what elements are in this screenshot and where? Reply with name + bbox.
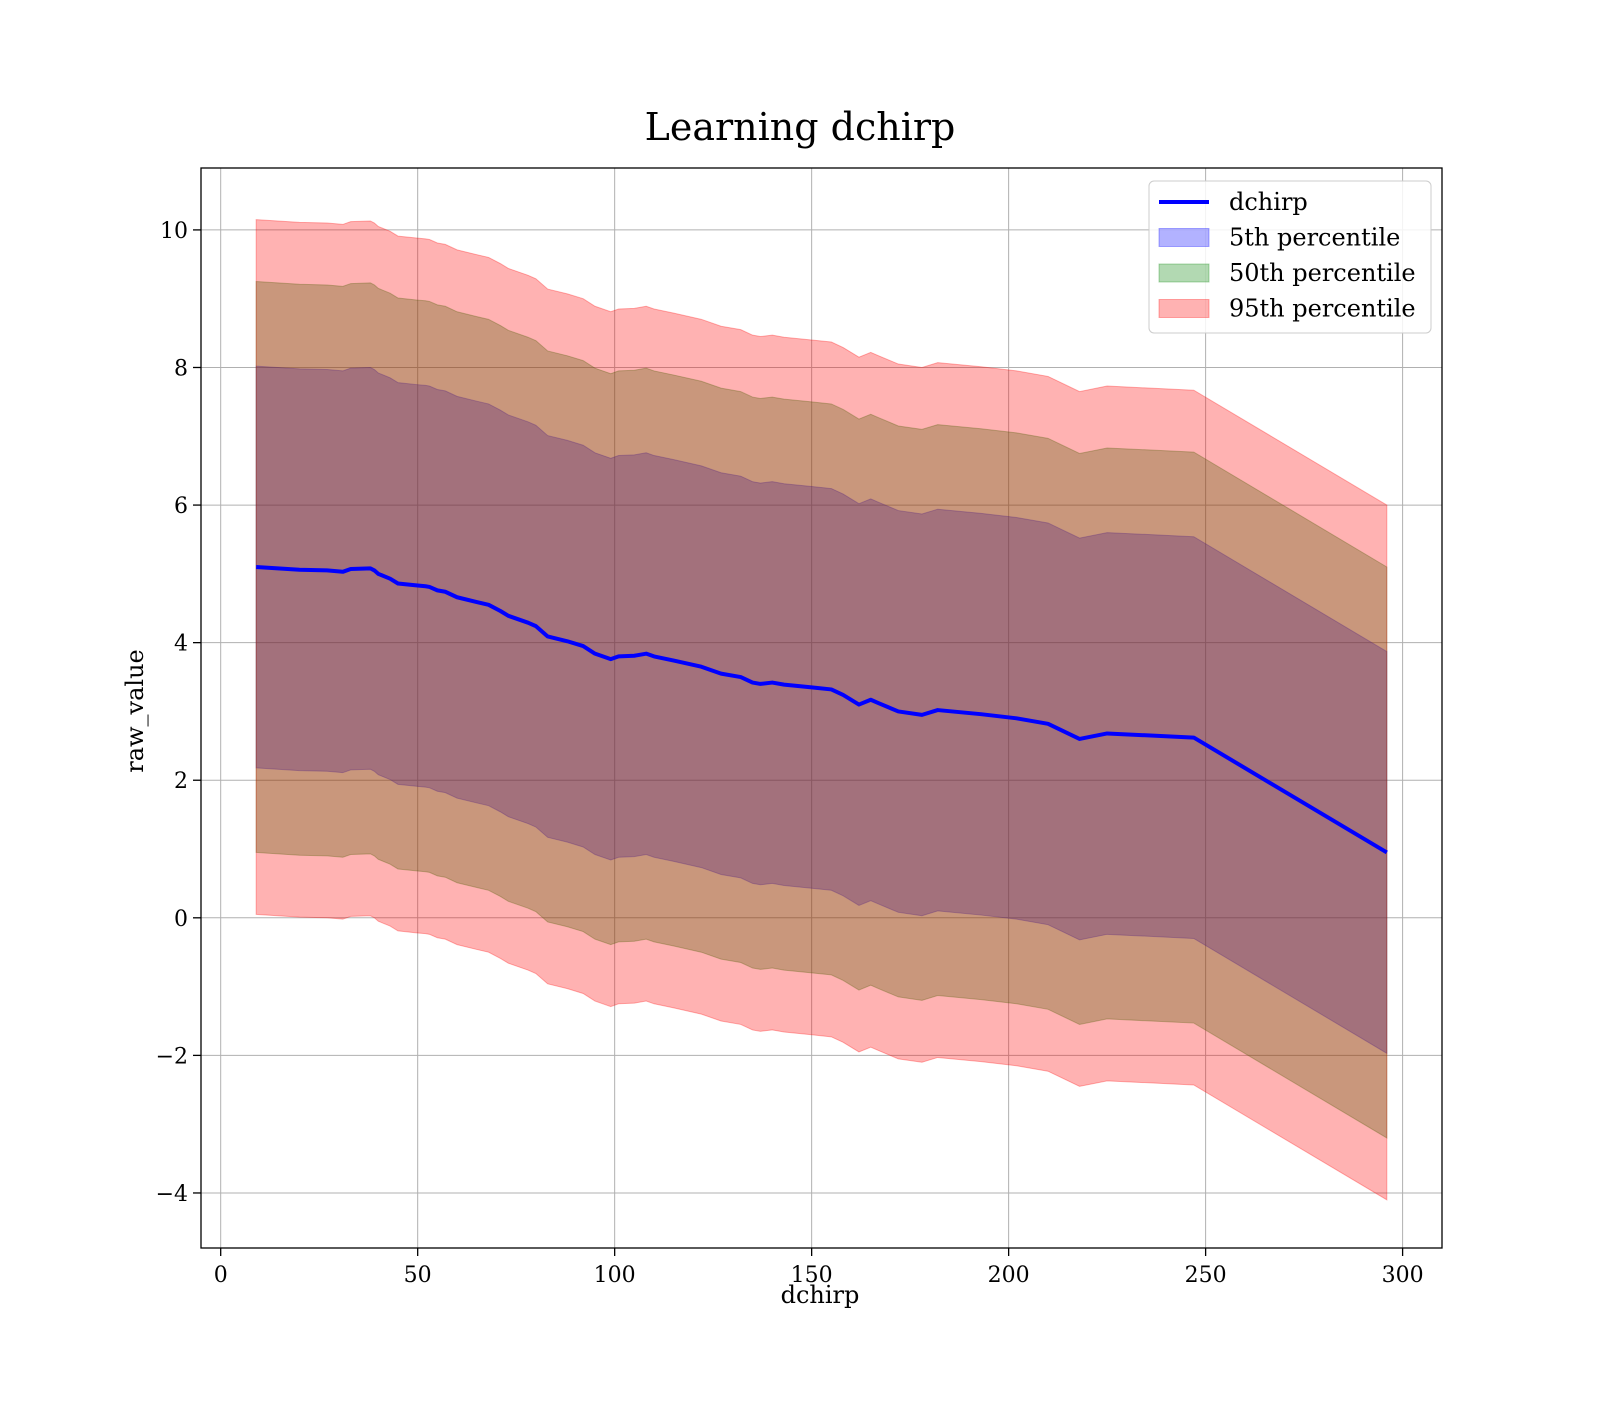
chart-title: Learning dchirp bbox=[645, 105, 956, 149]
y-tick-label: 8 bbox=[174, 356, 188, 381]
band-50th-percentile bbox=[255, 280, 1388, 1139]
legend-label: dchirp bbox=[1229, 188, 1308, 216]
series-line-dchirp bbox=[256, 564, 1388, 855]
x-axis-label: dchirp bbox=[781, 1281, 860, 1309]
x-tick-label: 250 bbox=[1185, 1263, 1227, 1288]
legend-swatch-patch bbox=[1158, 263, 1210, 283]
legend-label: 5th percentile bbox=[1229, 224, 1400, 252]
legend-swatch-patch bbox=[1158, 228, 1210, 247]
y-tick-label: −2 bbox=[156, 1044, 188, 1069]
y-tick-label: 0 bbox=[174, 907, 188, 932]
y-tick-label: 10 bbox=[160, 219, 188, 244]
y-axis-label: raw_value bbox=[121, 649, 149, 773]
legend-box bbox=[1148, 180, 1432, 334]
x-tick-label: 0 bbox=[214, 1263, 228, 1288]
x-tick-label: 50 bbox=[404, 1263, 432, 1288]
x-tick-label: 300 bbox=[1382, 1263, 1424, 1288]
y-tick-label: 6 bbox=[174, 494, 188, 519]
y-tick-label: 2 bbox=[174, 769, 188, 794]
x-tick-label: 150 bbox=[791, 1263, 833, 1288]
plot-frame bbox=[200, 167, 1443, 1249]
x-tick-label: 100 bbox=[594, 1263, 636, 1288]
plot-area: 0 50 100 150 200 250 300 −4 −2 0 2 4 6 8 10 bbox=[156, 167, 1443, 1288]
band-95th-percentile bbox=[255, 219, 1388, 1201]
band-5th-percentile bbox=[255, 365, 1388, 1055]
legend-label: 50th percentile bbox=[1229, 259, 1416, 287]
legend-label: 95th percentile bbox=[1229, 295, 1416, 323]
x-tick-label: 200 bbox=[988, 1263, 1030, 1288]
legend: dchirp 5th percentile 50th percentile 95th … bbox=[1148, 180, 1432, 334]
legend-swatch-patch bbox=[1158, 299, 1210, 318]
y-tick-label: 4 bbox=[174, 632, 188, 657]
y-tick-label: −4 bbox=[156, 1182, 188, 1207]
